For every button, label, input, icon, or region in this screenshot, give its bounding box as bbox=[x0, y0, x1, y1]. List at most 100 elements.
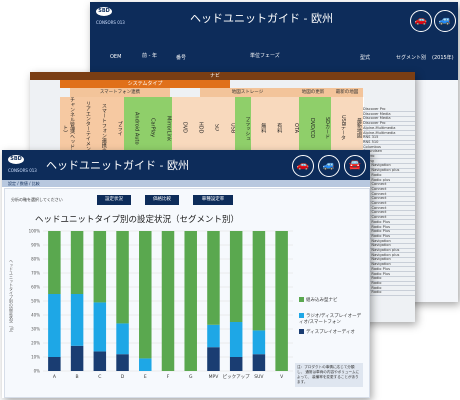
car-front-icon[interactable]: 🚗 bbox=[410, 10, 432, 32]
table-row[interactable]: Discover Pro bbox=[363, 107, 415, 113]
table-row[interactable]: APG Connect bbox=[363, 196, 415, 202]
y-tick-label: 80% bbox=[31, 257, 40, 262]
x-tick-label: C bbox=[98, 374, 101, 380]
table-row[interactable]: Amundsen bbox=[363, 149, 415, 155]
table-row[interactable]: RNS 315 bbox=[363, 135, 415, 141]
bar-segment bbox=[207, 347, 220, 371]
table-row[interactable]: APG Connect bbox=[363, 201, 415, 207]
legend-swatch bbox=[299, 313, 304, 318]
y-tick-label: 40% bbox=[31, 313, 40, 318]
legend-item: ディスプレイオーディオ bbox=[299, 329, 355, 335]
x-tick-label: V bbox=[280, 374, 284, 380]
car-side-icon[interactable]: 🚙 bbox=[434, 10, 456, 32]
table-row[interactable]: MMI Radio Plus bbox=[363, 234, 415, 240]
bar-segment bbox=[116, 354, 129, 371]
navi-ribbon: ナビ bbox=[30, 72, 415, 80]
table-row[interactable]: Discover Media bbox=[363, 112, 415, 118]
table-row[interactable]: MMI Navigation bbox=[363, 163, 415, 169]
table-row[interactable]: APG Connect bbox=[363, 192, 415, 197]
table-row[interactable]: MMI Navigation bbox=[363, 262, 415, 268]
setting-status-button[interactable]: 設定状況 bbox=[97, 195, 131, 205]
window-header: SBD CONSORS 013 ヘッドユニットガイド - 欧州 🚗 🚙 bbox=[90, 2, 458, 40]
table-row[interactable]: RNS 510 bbox=[363, 140, 415, 146]
table-row[interactable]: MMI Navigation plus bbox=[363, 253, 415, 259]
x-tick-label: SUV bbox=[254, 374, 264, 380]
y-tick-label: 50% bbox=[31, 299, 40, 304]
y-tick-label: 90% bbox=[31, 243, 40, 248]
model-rate-button[interactable]: 車種設定率 bbox=[193, 195, 233, 205]
table-row[interactable]: MMI Radio Plus bbox=[363, 225, 415, 230]
table-row[interactable]: MMI Radio Plus bbox=[363, 267, 415, 273]
app-code: CONSORS 013 bbox=[96, 20, 125, 25]
table-row[interactable]: MMI Radio plus bbox=[363, 178, 415, 183]
table-row[interactable]: MMI Radio Plus bbox=[363, 272, 415, 277]
x-tick-label: A bbox=[53, 374, 57, 380]
table-row[interactable]: MMI Radio bbox=[363, 276, 415, 282]
table-row[interactable]: Alpine-Multimedia bbox=[363, 131, 415, 136]
table-row[interactable]: MMI Radio Plus bbox=[363, 229, 415, 235]
column-header: 番号 bbox=[176, 55, 187, 61]
group-header: 地図ストレージ bbox=[200, 88, 295, 97]
table-row[interactable]: APG Connect bbox=[363, 215, 415, 221]
sbd-logo: SBD bbox=[96, 7, 112, 16]
table-row[interactable]: MMI Radio bbox=[363, 173, 415, 179]
app-code: CONSORS 013 bbox=[8, 168, 37, 173]
bar-segment bbox=[252, 354, 266, 371]
table-row[interactable]: Discover Pro bbox=[363, 121, 415, 127]
legend-swatch bbox=[299, 329, 304, 334]
x-tick-label: B bbox=[76, 374, 79, 380]
bar-segment bbox=[48, 357, 61, 371]
table-row[interactable]: Discover Media bbox=[363, 116, 415, 122]
bar-segment bbox=[70, 345, 84, 371]
x-tick-label: E bbox=[144, 374, 147, 380]
table-row[interactable]: MMI Radio bbox=[363, 286, 415, 291]
bar-segment bbox=[116, 231, 129, 324]
table-row[interactable]: MMI Navigation plus bbox=[363, 248, 415, 254]
bar-segment bbox=[139, 231, 152, 359]
table-row[interactable]: MMI Radio bbox=[363, 281, 415, 287]
car-front-icon[interactable]: 🚗 bbox=[292, 155, 314, 177]
table-row[interactable]: MMI Radio bbox=[363, 290, 415, 296]
table-row[interactable]: MMI Navigation bbox=[363, 239, 415, 244]
bar-segment bbox=[229, 322, 243, 357]
bar-segment bbox=[48, 294, 61, 357]
bar-segment bbox=[48, 231, 61, 294]
bar-segment bbox=[93, 302, 107, 352]
window-title: ヘッドユニットガイド - 欧州 bbox=[46, 159, 189, 172]
car-side-icon[interactable]: 🚙 bbox=[318, 155, 340, 177]
car-rear-icon[interactable]: 🚘 bbox=[344, 155, 366, 177]
table-row[interactable]: MMI Navigation bbox=[363, 257, 415, 263]
table-row[interactable]: APG Connect bbox=[363, 187, 415, 193]
price-compare-button[interactable]: 価格比較 bbox=[145, 195, 179, 205]
table-row[interactable]: Alpine-Multimedia bbox=[363, 126, 415, 132]
table-row[interactable]: Columbus bbox=[363, 145, 415, 150]
x-tick-label: D bbox=[121, 374, 125, 380]
window-title: ヘッドユニットガイド - 欧州 bbox=[190, 12, 333, 25]
bar-segment bbox=[275, 231, 288, 371]
column-header: (2015年) bbox=[432, 55, 454, 61]
breadcrumb[interactable]: 設定 / 数値 / 比較 bbox=[2, 180, 370, 187]
chart-panel: 分析の軸を選択してください 設定状況 価格比較 車種設定率 ヘッドユニットタイプ… bbox=[4, 188, 370, 398]
stacked-bar-chart: 0% 10% 20% 30% 40% 50% 60% 70% 80% 90% 100% A B C D E F G… bbox=[29, 229, 293, 380]
y-tick-label: 60% bbox=[31, 285, 40, 290]
y-tick-label: 20% bbox=[31, 341, 40, 346]
bar-segment bbox=[161, 231, 175, 371]
table-row[interactable]: MMI Navigation bbox=[363, 243, 415, 249]
column-header: 単位フェーズ bbox=[250, 53, 280, 59]
bar-segment bbox=[252, 330, 266, 355]
table-row[interactable]: MMI Navigation plus bbox=[363, 168, 415, 174]
table-row[interactable]: APG Connect bbox=[363, 182, 415, 188]
bar-segment bbox=[116, 323, 129, 355]
select-label: 分析の軸を選択してください bbox=[11, 197, 63, 202]
table-row[interactable]: MMI Radio Plus bbox=[363, 220, 415, 226]
chart-title: ヘッドユニットタイプ別の設定状況（セグメント別） bbox=[35, 215, 240, 225]
x-tick-label: G bbox=[189, 374, 193, 380]
sbd-logo: SBD bbox=[8, 155, 24, 164]
legend-item: ラジオ/ディスプレイオーディオ/スマートフォン bbox=[299, 313, 362, 325]
table-row[interactable]: APG Connect bbox=[363, 206, 415, 212]
y-tick-label: 0% bbox=[34, 369, 41, 374]
y-tick-label: 30% bbox=[31, 327, 40, 332]
y-tick-label: 70% bbox=[31, 271, 40, 276]
x-tick-label: MPV bbox=[209, 374, 220, 380]
table-row[interactable]: APG Connect bbox=[363, 210, 415, 216]
